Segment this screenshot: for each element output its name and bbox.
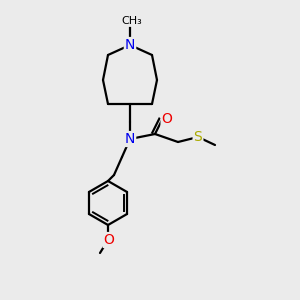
Text: N: N xyxy=(125,38,135,52)
Text: O: O xyxy=(162,112,172,126)
Text: O: O xyxy=(103,233,114,247)
Text: CH₃: CH₃ xyxy=(122,16,142,26)
Text: N: N xyxy=(125,132,135,146)
Text: S: S xyxy=(194,130,202,144)
